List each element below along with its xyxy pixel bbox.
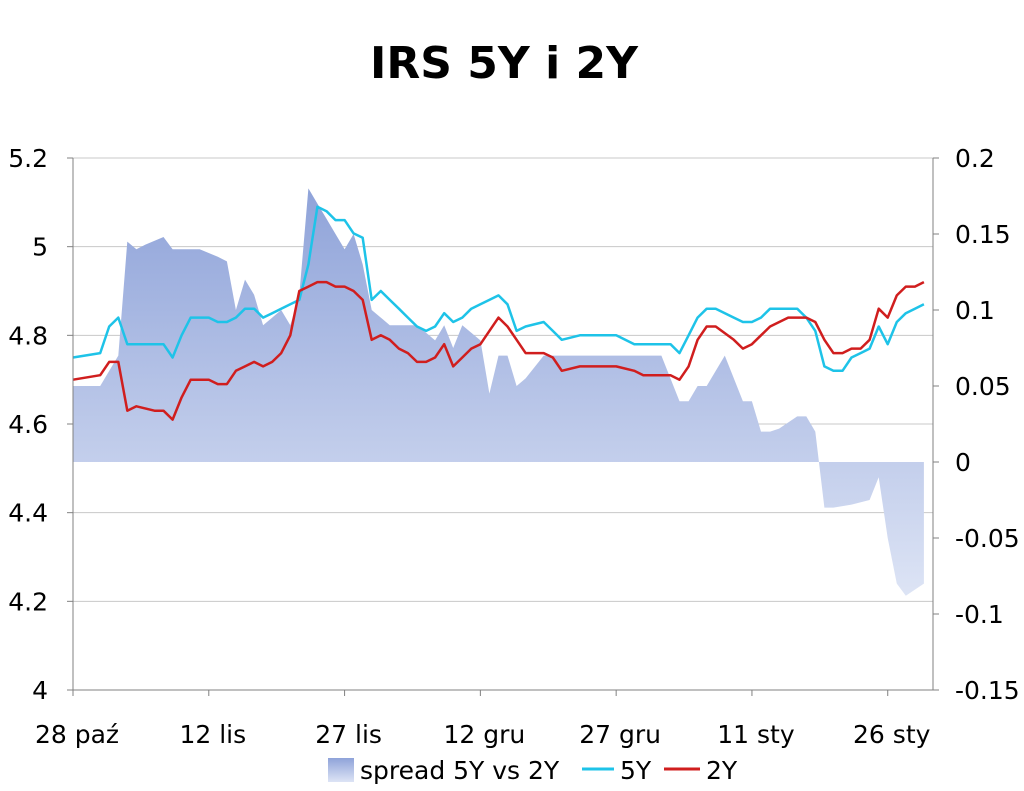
legend-label-2y: 2Y [706,756,738,785]
right-axis-ticks: -0.15 -0.1 -0.05 0 0.05 0.1 0.15 0.2 [933,144,1020,705]
right-tick-label: 0.2 [955,144,995,173]
legend-swatch-spread [328,758,354,782]
left-tick-label: 5 [32,233,48,262]
left-tick-label: 4.2 [8,587,48,616]
x-tick-label: 12 lis [179,720,246,749]
left-tick-label: 4 [32,676,48,705]
spread-area-layer [73,188,924,596]
x-axis-ticks: 28 paź 12 lis 27 lis 12 gru 27 gru 11 sty 26 s… [35,690,931,749]
left-tick-label: 4.8 [8,321,48,350]
x-tick-label: 27 lis [315,720,382,749]
right-tick-label: -0.05 [955,524,1020,553]
left-tick-label: 4.4 [8,499,48,528]
chart-title: IRS 5Y i 2Y [370,38,639,89]
series-line-2y [72,280,925,421]
series-line-5y [72,205,925,373]
legend: spread 5Y vs 2Y 5Y 2Y [328,756,738,785]
x-tick-label: 26 sty [853,720,931,749]
right-tick-label: 0.05 [955,372,1011,401]
left-tick-label: 5.2 [8,144,48,173]
right-tick-label: -0.1 [955,600,1004,629]
x-tick-label: 12 gru [443,720,525,749]
x-tick-label: 11 sty [717,720,795,749]
left-axis-ticks: 4 4.2 4.4 4.6 4.8 5 5.2 [8,144,73,705]
legend-label-spread: spread 5Y vs 2Y [360,756,560,785]
spread-area [73,188,924,596]
left-tick-label: 4.6 [8,410,48,439]
right-tick-label: -0.15 [955,676,1020,705]
x-tick-label: 27 gru [579,720,661,749]
right-tick-label: 0.15 [955,220,1011,249]
line-layer [72,205,925,421]
right-tick-label: 0 [955,448,971,477]
x-tick-label: 28 paź [35,720,119,749]
legend-label-5y: 5Y [620,756,652,785]
right-tick-label: 0.1 [955,296,995,325]
